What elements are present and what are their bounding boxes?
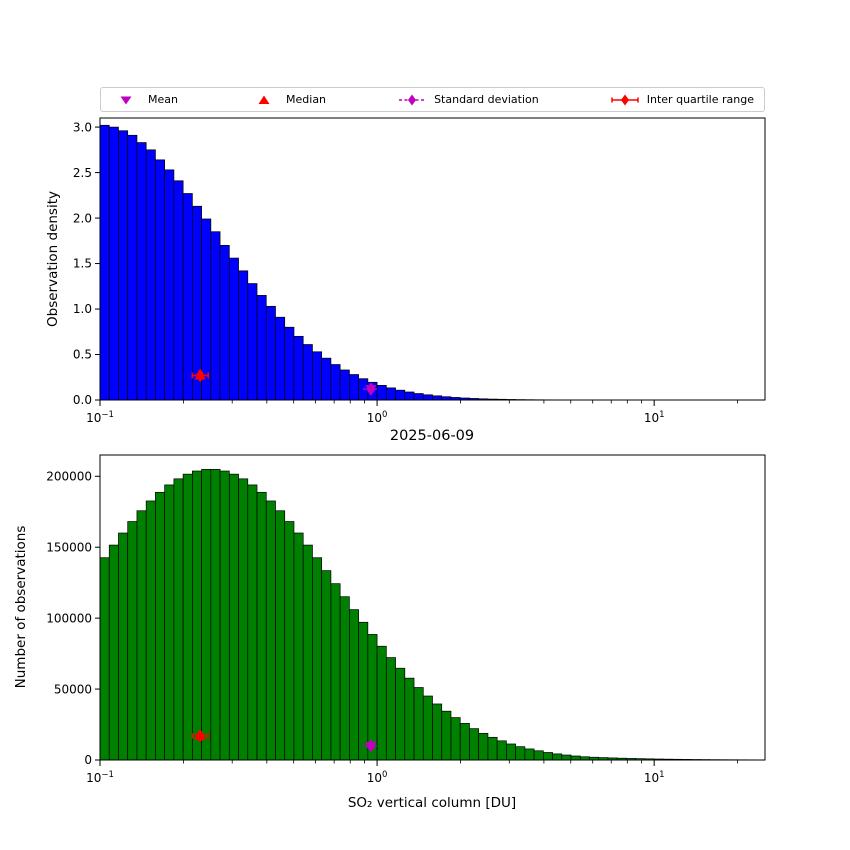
median-marker-icon <box>258 95 270 104</box>
svg-text:50000: 50000 <box>54 682 92 696</box>
legend-label-standard-deviation: Standard deviation <box>434 93 539 106</box>
legend-item-inter-quartile-range: Inter quartile range <box>610 93 754 107</box>
svg-text:2.5: 2.5 <box>73 166 92 180</box>
svg-text:200000: 200000 <box>46 469 92 483</box>
svg-text:100000: 100000 <box>46 611 92 625</box>
legend-item-mean: Mean <box>111 93 178 107</box>
top-y-axis-label: Observation density <box>45 191 61 327</box>
bottom-histogram: 0 50000 100000 150000 200000 10−1 100 101 <box>46 454 766 785</box>
top-histogram: 0.0 0.5 1.0 1.5 2.0 2.5 3.0 10−1 100 101 <box>73 117 766 425</box>
svg-text:0: 0 <box>84 753 92 767</box>
inter-quartile-range-marker-icon <box>611 94 639 105</box>
legend: Mean Median Standard deviation Inter qua… <box>100 87 765 112</box>
svg-text:150000: 150000 <box>46 540 92 554</box>
standard-deviation-marker-icon <box>399 94 426 105</box>
svg-text:100: 100 <box>367 410 388 425</box>
legend-label-inter-quartile-range: Inter quartile range <box>646 93 754 106</box>
svg-text:1.0: 1.0 <box>73 302 92 316</box>
svg-text:100: 100 <box>367 770 388 785</box>
subplot-title: 2025-06-09 <box>390 428 474 444</box>
legend-label-median: Median <box>286 93 327 106</box>
svg-text:10−1: 10−1 <box>86 770 114 785</box>
x-axis-label: SO₂ vertical column [DU] <box>348 795 516 811</box>
svg-text:10−1: 10−1 <box>86 410 114 425</box>
svg-text:3.0: 3.0 <box>73 120 92 134</box>
legend-label-mean: Mean <box>148 93 178 106</box>
svg-text:2.0: 2.0 <box>73 211 92 225</box>
legend-item-standard-deviation: Standard deviation <box>397 93 539 107</box>
svg-text:101: 101 <box>644 410 665 425</box>
bottom-y-axis-label: Number of observations <box>13 526 29 689</box>
svg-text:0.5: 0.5 <box>73 348 92 362</box>
svg-text:1.5: 1.5 <box>73 257 92 271</box>
svg-text:101: 101 <box>644 770 665 785</box>
mean-marker-icon <box>120 96 132 104</box>
svg-text:0.0: 0.0 <box>73 393 92 407</box>
legend-item-median: Median <box>249 93 326 107</box>
